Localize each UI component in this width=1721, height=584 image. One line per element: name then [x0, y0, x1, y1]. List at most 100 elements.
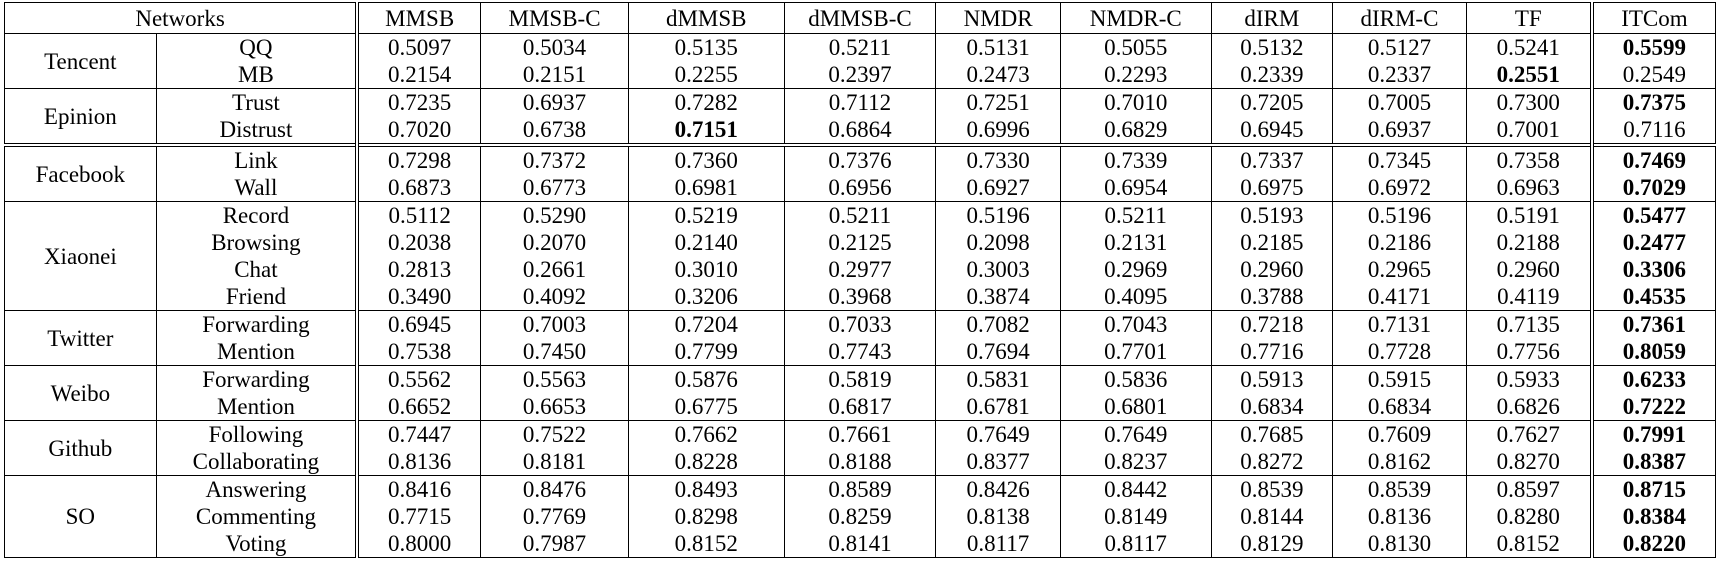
value-cell: 0.5055	[1059, 33, 1212, 61]
value-cell: 0.7987	[480, 530, 629, 558]
method-header: MMSB	[356, 2, 482, 34]
value-cell: 0.2960	[1210, 256, 1334, 283]
method-header: ITCom	[1589, 2, 1716, 34]
relation-name: QQ	[155, 33, 360, 61]
value-cell: 0.5193	[1210, 201, 1334, 229]
value-cell: 0.6937	[480, 88, 629, 116]
value-cell: 0.2339	[1210, 61, 1334, 89]
value-cell: 0.8384	[1589, 503, 1716, 530]
value-cell: 0.7330	[935, 143, 1061, 174]
value-cell: 0.8377	[935, 448, 1061, 476]
value-cell: 0.7222	[1589, 393, 1716, 421]
value-cell: 0.5241	[1465, 33, 1593, 61]
value-cell: 0.7001	[1465, 116, 1593, 146]
value-cell: 0.8117	[935, 530, 1061, 558]
relation-name: Collaborating	[155, 448, 360, 476]
value-cell: 0.2551	[1465, 61, 1593, 89]
value-cell: 0.4535	[1589, 283, 1716, 311]
value-cell: 0.5132	[1210, 33, 1334, 61]
value-cell: 0.4171	[1332, 283, 1467, 311]
value-cell: 0.5562	[356, 365, 482, 393]
value-cell: 0.5127	[1332, 33, 1467, 61]
data-row: Tencent QQ 0.5097 0.5034 0.5135 0.5211 0.5131 0…	[4, 33, 1716, 89]
relation-name: Mention	[155, 338, 360, 366]
network-name: Twitter	[4, 310, 157, 366]
value-cell: 0.2125	[783, 229, 937, 256]
method-header: NMDR-C	[1059, 2, 1212, 34]
value-cell: 0.7282	[627, 88, 785, 116]
value-cell: 0.2477	[1589, 229, 1716, 256]
relation-name: Record	[155, 201, 360, 229]
value-cell: 0.6956	[783, 174, 937, 202]
value-cell: 0.7033	[783, 310, 937, 338]
value-cell: 0.7339	[1059, 143, 1212, 174]
value-cell: 0.8136	[1332, 503, 1467, 530]
value-cell: 0.7235	[356, 88, 482, 116]
value-cell: 0.2154	[356, 61, 482, 89]
value-cell: 0.8298	[627, 503, 785, 530]
value-cell: 0.7360	[627, 143, 785, 174]
value-cell: 0.2151	[480, 61, 629, 89]
value-cell: 0.7694	[935, 338, 1061, 366]
network-name: Epinion	[4, 88, 157, 146]
value-cell: 0.7005	[1332, 88, 1467, 116]
relation-name: Wall	[155, 174, 360, 202]
value-cell: 0.7358	[1465, 143, 1593, 174]
value-cell: 0.6829	[1059, 116, 1212, 146]
data-row: Wall 0.6873 0.6773 0.6981 0.6956 0.6927 0.6954…	[5, 174, 1716, 202]
value-cell: 0.8270	[1465, 448, 1593, 476]
value-cell: 0.6975	[1210, 174, 1334, 202]
value-cell: 0.7522	[480, 420, 629, 448]
value-cell: 0.5211	[783, 33, 937, 61]
value-cell: 0.7116	[1589, 116, 1716, 146]
value-cell: 0.7361	[1589, 310, 1716, 338]
value-cell: 0.2186	[1332, 229, 1467, 256]
relation-name: Chat	[155, 256, 360, 283]
value-cell: 0.7649	[1059, 420, 1212, 448]
data-row: Facebook Link 0.7298 0.7372 0.7360 0.7376 0.73…	[4, 143, 1716, 202]
data-row: Twitter Forwarding 0.6945 0.7003 0.7204 0.703…	[4, 310, 1716, 366]
value-cell: 0.4092	[480, 283, 629, 311]
network-name: Tencent	[4, 33, 157, 89]
value-cell: 0.5131	[935, 33, 1061, 61]
value-cell: 0.5219	[627, 201, 785, 229]
value-cell: 0.6826	[1465, 393, 1593, 421]
value-cell: 0.5831	[935, 365, 1061, 393]
table-body: Tencent QQ 0.5097 0.5034 0.5135 0.5211 0.5131 0…	[4, 33, 1716, 558]
results-table: Networks MMSB MMSB-C dMMSB dMMSB-C NMDR NMDR-…	[4, 2, 1716, 558]
value-cell: 0.6996	[935, 116, 1061, 146]
value-cell: 0.6817	[783, 393, 937, 421]
value-cell: 0.7716	[1210, 338, 1334, 366]
value-cell: 0.5196	[1332, 201, 1467, 229]
networks-header: Networks	[4, 2, 360, 34]
value-cell: 0.7337	[1210, 143, 1334, 174]
value-cell: 0.8117	[1059, 530, 1212, 558]
network-name: SO	[4, 475, 157, 558]
value-cell: 0.2661	[480, 256, 629, 283]
value-cell: 0.7082	[935, 310, 1061, 338]
value-cell: 0.6775	[627, 393, 785, 421]
relation-name: Commenting	[155, 503, 360, 530]
value-cell: 0.7627	[1465, 420, 1593, 448]
network-name: Facebook	[4, 143, 157, 202]
value-cell: 0.5034	[480, 33, 629, 61]
value-cell: 0.2131	[1059, 229, 1212, 256]
value-cell: 0.6972	[1332, 174, 1467, 202]
value-cell: 0.8237	[1059, 448, 1212, 476]
value-cell: 0.6834	[1210, 393, 1334, 421]
data-row: MB 0.2154 0.2151 0.2255 0.2397 0.2473 0.2293 0.…	[5, 61, 1716, 89]
data-row: Epinion Trust 0.7235 0.6937 0.7282 0.7112 0.72…	[4, 88, 1716, 146]
value-cell: 0.4119	[1465, 283, 1593, 311]
value-cell: 0.4095	[1059, 283, 1212, 311]
relation-name: Following	[155, 420, 360, 448]
method-header: dMMSB	[627, 2, 785, 34]
value-cell: 0.5191	[1465, 201, 1593, 229]
value-cell: 0.6773	[480, 174, 629, 202]
value-cell: 0.7204	[627, 310, 785, 338]
value-cell: 0.8493	[627, 475, 785, 503]
data-row: Weibo Forwarding 0.5562 0.5563 0.5876 0.5819 0…	[4, 365, 1716, 421]
data-row: Github Following 0.7447 0.7522 0.7662 0.7661 0…	[4, 420, 1716, 476]
value-cell: 0.8141	[783, 530, 937, 558]
value-cell: 0.6834	[1332, 393, 1467, 421]
network-name: Weibo	[4, 365, 157, 421]
